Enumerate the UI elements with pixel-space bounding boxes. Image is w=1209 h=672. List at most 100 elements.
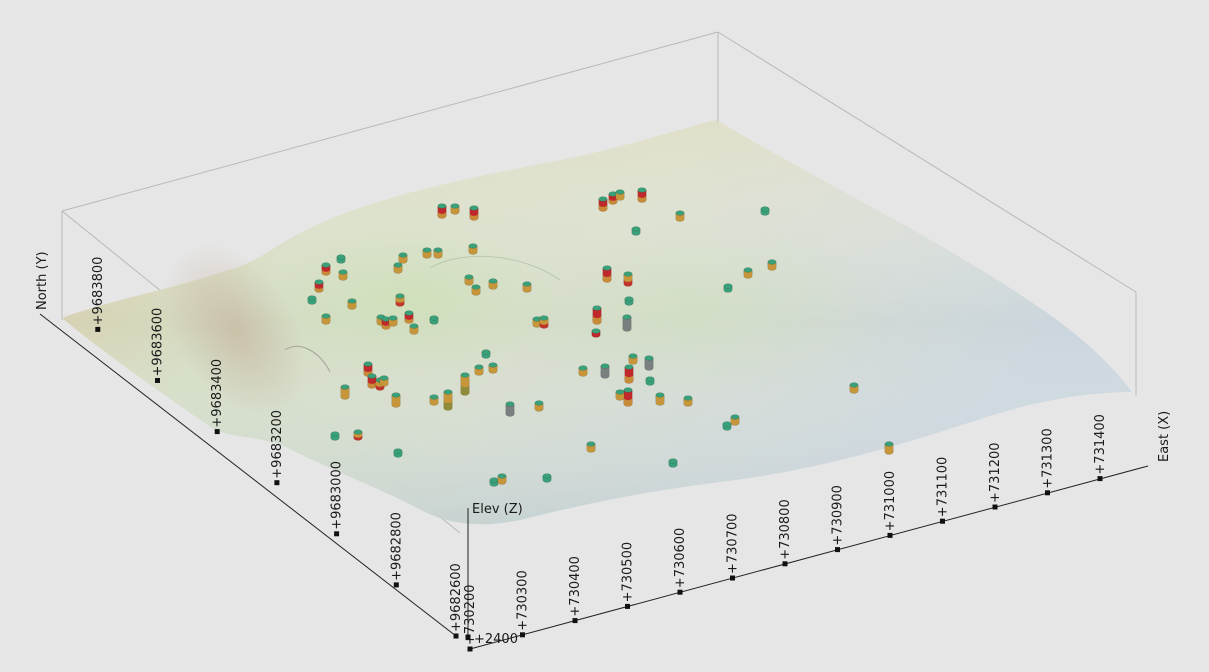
well-cylinder[interactable] bbox=[338, 269, 348, 281]
well-cylinder[interactable] bbox=[683, 395, 693, 407]
well-cylinder[interactable] bbox=[429, 315, 439, 325]
well-cylinder[interactable] bbox=[443, 389, 453, 411]
well-cylinder[interactable] bbox=[722, 421, 732, 431]
x-tick-mark bbox=[520, 632, 525, 638]
well-cylinder[interactable] bbox=[615, 189, 625, 201]
well-cylinder[interactable] bbox=[624, 364, 634, 384]
well-cylinder[interactable] bbox=[637, 187, 647, 203]
well-cylinder[interactable] bbox=[429, 394, 439, 406]
well-cylinder[interactable] bbox=[474, 364, 484, 376]
well-cylinder[interactable] bbox=[578, 365, 588, 377]
well-cylinder[interactable] bbox=[471, 284, 481, 296]
well-cylinder[interactable] bbox=[393, 262, 403, 274]
well-cylinder[interactable] bbox=[534, 400, 544, 412]
well-cylinder[interactable] bbox=[767, 259, 777, 271]
well-cylinder[interactable] bbox=[542, 473, 552, 483]
y-tick-mark bbox=[274, 480, 280, 486]
well-cylinder[interactable] bbox=[395, 293, 405, 307]
well-cylinder[interactable] bbox=[409, 323, 419, 335]
well-cylinder[interactable] bbox=[460, 372, 470, 396]
x-tick-label: +731200 bbox=[988, 442, 1003, 503]
well-cylinder[interactable] bbox=[489, 477, 499, 487]
well-cylinder[interactable] bbox=[623, 387, 633, 407]
well-cylinder[interactable] bbox=[388, 315, 398, 327]
well-cylinder[interactable] bbox=[393, 448, 403, 458]
well-cylinder[interactable] bbox=[849, 382, 859, 394]
x-axis-line bbox=[469, 465, 1149, 650]
y-tick-label: +9683400 bbox=[210, 359, 225, 428]
well-cylinder[interactable] bbox=[608, 191, 618, 205]
well-cylinder[interactable] bbox=[307, 295, 317, 305]
well-cylinder[interactable] bbox=[321, 313, 331, 325]
well-cylinder[interactable] bbox=[532, 316, 542, 328]
well-cylinder[interactable] bbox=[586, 441, 596, 453]
well-cylinder[interactable] bbox=[391, 392, 401, 408]
well-markers bbox=[307, 187, 894, 487]
well-cylinder[interactable] bbox=[628, 353, 638, 365]
well-cylinder[interactable] bbox=[631, 226, 641, 236]
y-tick-label: +9683200 bbox=[270, 410, 285, 479]
x-tick-label: +730500 bbox=[621, 542, 636, 603]
well-cylinder[interactable] bbox=[353, 429, 363, 441]
well-cylinder[interactable] bbox=[591, 328, 601, 338]
well-cylinder[interactable] bbox=[379, 375, 389, 387]
well-cylinder[interactable] bbox=[723, 283, 733, 293]
well-cylinder[interactable] bbox=[367, 373, 377, 389]
well-cylinder[interactable] bbox=[505, 401, 515, 417]
well-cylinder[interactable] bbox=[363, 361, 373, 377]
well-cylinder[interactable] bbox=[615, 389, 625, 401]
well-cylinder[interactable] bbox=[539, 315, 549, 329]
well-cylinder[interactable] bbox=[488, 278, 498, 290]
x-tick-mark bbox=[992, 504, 998, 510]
well-cylinder[interactable] bbox=[347, 298, 357, 310]
x-tick-label: +730400 bbox=[568, 556, 583, 617]
well-cylinder[interactable] bbox=[592, 305, 602, 325]
well-cylinder[interactable] bbox=[497, 473, 507, 485]
y-tick-mark bbox=[453, 633, 459, 639]
x-tick-mark bbox=[625, 603, 630, 609]
well-cylinder[interactable] bbox=[675, 210, 685, 222]
well-cylinder[interactable] bbox=[655, 392, 665, 406]
y-axis-line bbox=[39, 313, 457, 637]
well-cylinder[interactable] bbox=[330, 431, 340, 441]
well-cylinder[interactable] bbox=[464, 274, 474, 286]
well-cylinder[interactable] bbox=[488, 362, 498, 374]
well-cylinder[interactable] bbox=[468, 243, 478, 255]
well-cylinder[interactable] bbox=[450, 203, 460, 215]
well-cylinder[interactable] bbox=[730, 414, 740, 426]
y-tick-label: +9683600 bbox=[151, 308, 166, 377]
well-cylinder[interactable] bbox=[743, 267, 753, 279]
well-cylinder[interactable] bbox=[336, 254, 346, 264]
well-cylinder[interactable] bbox=[437, 203, 447, 219]
well-cylinder[interactable] bbox=[321, 262, 331, 276]
well-cylinder[interactable] bbox=[433, 247, 443, 259]
well-cylinder[interactable] bbox=[398, 252, 408, 264]
x-tick-mark bbox=[782, 561, 788, 567]
z-tick-mark bbox=[465, 634, 471, 640]
x-tick-mark bbox=[1097, 476, 1103, 482]
well-cylinder[interactable] bbox=[469, 205, 479, 221]
well-cylinder[interactable] bbox=[884, 441, 894, 455]
well-cylinder[interactable] bbox=[623, 271, 633, 287]
well-cylinder[interactable] bbox=[481, 349, 491, 359]
well-cylinder[interactable] bbox=[598, 196, 608, 212]
well-cylinder[interactable] bbox=[340, 384, 350, 400]
well-cylinder[interactable] bbox=[522, 281, 532, 293]
well-cylinder[interactable] bbox=[760, 206, 770, 216]
well-cylinder[interactable] bbox=[668, 458, 678, 468]
well-cylinder[interactable] bbox=[404, 310, 414, 324]
y-tick-label: +9683800 bbox=[91, 257, 106, 326]
well-cylinder[interactable] bbox=[314, 279, 324, 293]
well-cylinder[interactable] bbox=[624, 296, 634, 306]
x-tick-mark bbox=[467, 646, 473, 652]
well-cylinder[interactable] bbox=[602, 265, 612, 283]
well-cylinder[interactable] bbox=[381, 316, 391, 330]
well-cylinder[interactable] bbox=[645, 376, 655, 386]
well-cylinder[interactable] bbox=[644, 355, 654, 371]
x-tick-mark bbox=[940, 518, 945, 524]
well-cylinder[interactable] bbox=[600, 363, 610, 379]
well-cylinder[interactable] bbox=[622, 314, 632, 332]
well-cylinder[interactable] bbox=[422, 247, 432, 259]
